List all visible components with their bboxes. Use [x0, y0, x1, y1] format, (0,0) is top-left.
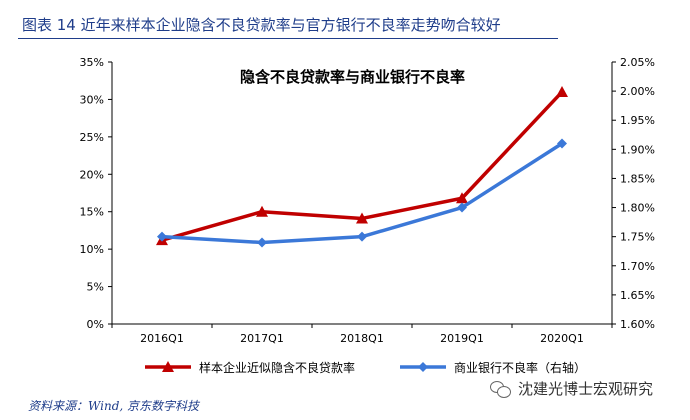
- data-point-diamond: [157, 231, 167, 242]
- data-point-diamond: [557, 138, 567, 149]
- figure-title: 图表 14 近年来样本企业隐含不良贷款率与官方银行不良率走势吻合较好: [22, 16, 501, 34]
- data-point-diamond: [357, 231, 367, 242]
- y-right-tick-label: 1.95%: [620, 114, 655, 127]
- y-right-tick-label: 1.90%: [620, 143, 655, 156]
- series-line-2: [161, 142, 563, 245]
- source-note: 资料来源：Wind, 京东数字科技: [28, 399, 200, 413]
- data-point-triangle: [256, 205, 268, 217]
- y-right-tick-label: 1.80%: [620, 202, 655, 215]
- wechat-icon: [490, 380, 512, 398]
- watermark-text: 沈建光博士宏观研究: [518, 380, 654, 398]
- y-left-tick-label: 5%: [87, 281, 104, 294]
- y-right-tick-label: 1.75%: [620, 231, 655, 244]
- x-tick-label: 2019Q1: [440, 332, 484, 345]
- y-right-tick-label: 2.05%: [620, 56, 655, 69]
- y-left-tick-label: 20%: [80, 168, 104, 181]
- data-point-diamond: [257, 237, 267, 248]
- y-left-tick-label: 25%: [80, 131, 104, 144]
- x-tick-label: 2020Q1: [540, 332, 584, 345]
- y-left-tick-label: 10%: [80, 243, 104, 256]
- legend-marker-diamond: [418, 362, 428, 372]
- data-point-triangle: [456, 192, 468, 204]
- chart-title: 隐含不良贷款率与商业银行不良率: [240, 68, 466, 86]
- data-point-triangle: [556, 85, 568, 97]
- watermark: 沈建光博士宏观研究: [490, 378, 653, 399]
- y-right-tick-label: 1.70%: [620, 260, 655, 273]
- y-left-tick-label: 30%: [80, 93, 104, 106]
- data-point-diamond: [457, 202, 467, 213]
- y-left-tick-label: 15%: [80, 206, 104, 219]
- title-underline: [18, 38, 558, 39]
- x-tick-label: 2017Q1: [240, 332, 284, 345]
- y-right-tick-label: 1.60%: [620, 318, 655, 331]
- y-left-tick-label: 0%: [87, 318, 104, 331]
- y-right-tick-label: 1.65%: [620, 289, 655, 302]
- legend-label-2: 商业银行不良率（右轴）: [454, 360, 586, 375]
- y-right-tick-label: 2.00%: [620, 85, 655, 98]
- x-tick-label: 2016Q1: [140, 332, 184, 345]
- y-right-tick-label: 1.85%: [620, 172, 655, 185]
- y-left-tick-label: 35%: [80, 56, 104, 69]
- legend-marker-triangle: [162, 361, 174, 372]
- data-point-triangle: [356, 212, 368, 224]
- legend-label-1: 样本企业近似隐含不良贷款率: [199, 360, 355, 375]
- x-tick-label: 2018Q1: [340, 332, 384, 345]
